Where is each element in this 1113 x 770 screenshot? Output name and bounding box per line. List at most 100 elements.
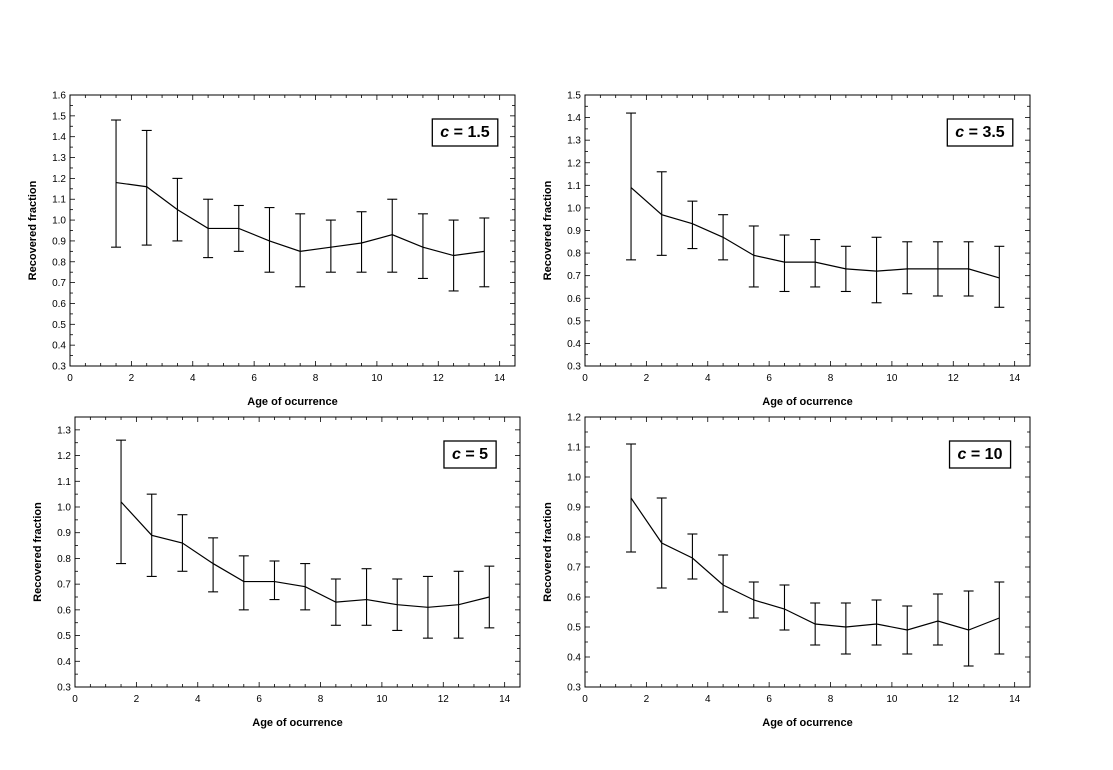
legend-box — [946, 118, 1014, 147]
y-tick-label: 0.3 — [567, 362, 581, 373]
legend-variable: c — [955, 124, 964, 141]
x-tick-label: 14 — [499, 694, 511, 705]
error-bar — [111, 119, 122, 248]
y-tick-label: 1.1 — [567, 443, 581, 454]
legend: c = 5 — [443, 440, 497, 469]
y-tick-label: 0.3 — [52, 362, 66, 373]
error-bar — [902, 241, 913, 295]
y-axis: 0.3 0.4 0.5 0.6 0.7 0.8 0.9 1.0 1.1 1.2 1.3 1.4 1.5 — [567, 91, 1030, 373]
x-axis: 0 2 4 6 8 10 12 14 — [582, 417, 1031, 705]
plot-frame — [74, 416, 521, 688]
x-tick-label: 14 — [1009, 694, 1021, 705]
y-tick-label: 0.4 — [567, 653, 581, 664]
y-tick-label: 1.4 — [567, 113, 581, 124]
x-tick-label: 4 — [190, 373, 196, 384]
y-tick-label: 1.2 — [57, 451, 71, 462]
y-tick-label: 1.3 — [567, 136, 581, 147]
legend-label: c = 10 — [958, 446, 1003, 463]
error-bar — [141, 129, 152, 246]
x-tick-label: 10 — [371, 373, 383, 384]
legend: c = 3.5 — [946, 118, 1014, 147]
x-tick-label: 8 — [828, 694, 834, 705]
x-tick-label: 4 — [705, 373, 711, 384]
series-0 — [626, 112, 1005, 308]
error-bar — [361, 568, 372, 626]
panel-c-3-5: 0 2 4 6 8 10 12 14 0.3 0.4 0.5 0.6 0.7 0.8 0.9 1.0 1.1 1.… — [542, 91, 1031, 408]
legend-value: 5 — [479, 446, 488, 463]
error-bar — [871, 236, 882, 304]
y-tick-label: 0.5 — [567, 623, 581, 634]
y-tick-label: 0.6 — [567, 593, 581, 604]
y-tick-label: 0.8 — [57, 554, 71, 565]
x-axis-title: Age of ocurrence — [762, 717, 852, 729]
x-tick-label: 8 — [313, 373, 319, 384]
x-tick-label: 10 — [886, 373, 898, 384]
x-tick-label: 10 — [376, 694, 388, 705]
error-bar — [295, 213, 306, 288]
y-tick-label: 1.4 — [52, 132, 66, 143]
error-bar — [484, 565, 495, 629]
error-bar — [626, 112, 637, 261]
legend-equals: = — [966, 446, 984, 463]
series-line — [630, 497, 1000, 631]
panel-c-1-5: 0 2 4 6 8 10 12 14 0.3 0.4 0.5 0.6 0.7 0.8 0.9 1.0 1.1 1.… — [27, 91, 516, 408]
error-bar — [810, 238, 821, 288]
y-tick-label: 1.0 — [52, 216, 66, 227]
error-bar — [687, 533, 698, 580]
y-tick-label: 1.3 — [57, 425, 71, 436]
series-0 — [626, 443, 1005, 667]
legend-label: c = 1.5 — [440, 124, 489, 141]
y-axis-title: Recovered fraction — [27, 180, 39, 280]
y-tick-label: 0.5 — [52, 320, 66, 331]
y-tick-label: 1.3 — [52, 153, 66, 164]
error-bar — [994, 581, 1005, 655]
x-tick-label: 12 — [948, 373, 960, 384]
x-tick-label: 12 — [948, 694, 960, 705]
x-tick-label: 12 — [433, 373, 445, 384]
y-tick-label: 0.9 — [567, 226, 581, 237]
error-bar — [718, 554, 729, 613]
error-bar — [779, 234, 790, 293]
legend: c = 1.5 — [431, 118, 499, 147]
y-tick-label: 1.1 — [567, 181, 581, 192]
error-bar — [779, 584, 790, 631]
error-bar — [687, 200, 698, 250]
series-line — [115, 181, 485, 257]
y-tick-label: 1.2 — [567, 158, 581, 169]
series-0 — [116, 439, 495, 639]
y-tick-label: 1.5 — [567, 91, 581, 102]
series-0 — [111, 119, 490, 292]
error-bar — [932, 593, 943, 646]
y-axis-title: Recovered fraction — [32, 502, 44, 602]
y-tick-label: 0.8 — [567, 533, 581, 544]
x-tick-label: 12 — [438, 694, 450, 705]
legend-equals: = — [964, 124, 982, 141]
error-bar — [871, 599, 882, 646]
y-tick-label: 1.6 — [52, 91, 66, 102]
y-tick-label: 0.9 — [52, 236, 66, 247]
legend-value: 10 — [985, 446, 1003, 463]
y-tick-label: 0.7 — [57, 580, 71, 591]
x-axis-title: Age of ocurrence — [762, 396, 852, 408]
legend-box — [431, 118, 499, 147]
y-tick-label: 0.5 — [57, 631, 71, 642]
x-axis: 0 2 4 6 8 10 12 14 — [582, 95, 1031, 384]
error-bar — [994, 245, 1005, 308]
y-tick-label: 0.7 — [567, 563, 581, 574]
y-tick-label: 0.8 — [52, 257, 66, 268]
x-tick-label: 2 — [644, 694, 650, 705]
y-tick-label: 0.4 — [567, 339, 581, 350]
x-tick-label: 6 — [766, 694, 772, 705]
error-bar — [840, 602, 851, 655]
error-bar — [208, 537, 219, 593]
error-bar — [656, 171, 667, 256]
y-tick-label: 0.6 — [52, 299, 66, 310]
legend-variable: c — [440, 124, 449, 141]
y-tick-label: 1.0 — [57, 503, 71, 514]
legend-variable: c — [452, 446, 461, 463]
y-tick-label: 0.7 — [567, 271, 581, 282]
legend-equals: = — [449, 124, 467, 141]
y-tick-label: 1.0 — [567, 203, 581, 214]
y-axis: 0.3 0.4 0.5 0.6 0.7 0.8 0.9 1.0 1.1 1.2 1.3 1.4 1.5 1… — [52, 91, 515, 373]
